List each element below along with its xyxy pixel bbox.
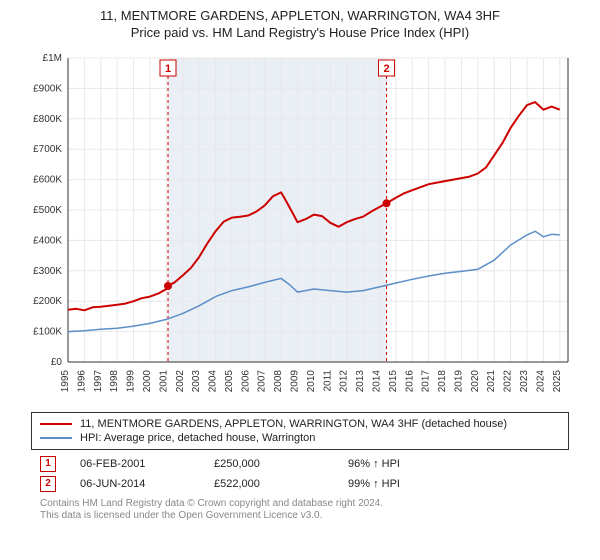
y-tick-label: £200K	[33, 296, 62, 307]
y-tick-label: £300K	[33, 266, 62, 277]
y-tick-label: £800K	[33, 114, 62, 125]
x-tick-label: 1995	[60, 369, 71, 392]
y-tick-label: £100K	[33, 326, 62, 337]
x-tick-label: 2003	[191, 369, 202, 392]
x-tick-label: 2013	[355, 369, 366, 392]
marker-dot	[383, 199, 391, 207]
marker-pct: 99% ↑ HPI	[348, 478, 458, 490]
x-tick-label: 2004	[208, 369, 219, 392]
x-tick-label: 2018	[437, 369, 448, 392]
x-tick-label: 2016	[404, 369, 415, 392]
x-tick-label: 2012	[339, 369, 350, 392]
x-tick-label: 2006	[240, 369, 251, 392]
marker-label: 2	[383, 63, 389, 75]
x-tick-label: 2000	[142, 369, 153, 392]
x-tick-label: 2017	[421, 369, 432, 392]
y-tick-label: £600K	[33, 174, 62, 185]
marker-index: 2	[40, 476, 56, 492]
x-tick-label: 2001	[158, 369, 169, 392]
marker-table: 1 06-FEB-2001 £250,000 96% ↑ HPI 2 06-JUN-201…	[40, 454, 560, 494]
x-tick-label: 2025	[552, 369, 563, 392]
x-tick-label: 2019	[453, 369, 464, 392]
legend-item: 11, MENTMORE GARDENS, APPLETON, WARRINGT…	[40, 417, 560, 431]
legend-label: HPI: Average price, detached house, Warr…	[80, 432, 315, 444]
x-tick-label: 2002	[175, 369, 186, 392]
x-tick-label: 1996	[76, 369, 87, 392]
y-tick-label: £400K	[33, 235, 62, 246]
x-tick-label: 2008	[273, 369, 284, 392]
legend: 11, MENTMORE GARDENS, APPLETON, WARRINGT…	[31, 412, 569, 450]
x-tick-label: 2014	[371, 369, 382, 392]
x-tick-label: 1997	[93, 369, 104, 392]
marker-price: £522,000	[214, 478, 324, 490]
x-tick-label: 2022	[503, 369, 514, 392]
x-tick-label: 2010	[306, 369, 317, 392]
marker-pct: 96% ↑ HPI	[348, 458, 458, 470]
title-line-1: 11, MENTMORE GARDENS, APPLETON, WARRINGT…	[18, 8, 582, 25]
footer-line-2: This data is licensed under the Open Gov…	[40, 510, 560, 523]
title-line-2: Price paid vs. HM Land Registry's House …	[18, 25, 582, 42]
y-tick-label: £900K	[33, 83, 62, 94]
marker-index: 1	[40, 456, 56, 472]
x-tick-label: 2021	[486, 369, 497, 392]
marker-date: 06-FEB-2001	[80, 458, 190, 470]
y-tick-label: £700K	[33, 144, 62, 155]
marker-date: 06-JUN-2014	[80, 478, 190, 490]
marker-label: 1	[165, 63, 171, 75]
footer-line-1: Contains HM Land Registry data © Crown c…	[40, 498, 560, 511]
y-tick-label: £0	[51, 357, 63, 368]
legend-label: 11, MENTMORE GARDENS, APPLETON, WARRINGT…	[80, 418, 507, 430]
x-tick-label: 2020	[470, 369, 481, 392]
x-tick-label: 2007	[257, 369, 268, 392]
y-tick-label: £500K	[33, 205, 62, 216]
x-tick-label: 2024	[535, 369, 546, 392]
x-tick-label: 2005	[224, 369, 235, 392]
legend-item: HPI: Average price, detached house, Warr…	[40, 431, 560, 445]
y-tick-label: £1M	[43, 53, 62, 64]
x-tick-label: 2009	[290, 369, 301, 392]
x-tick-label: 2023	[519, 369, 530, 392]
x-tick-label: 1999	[126, 369, 137, 392]
footer-notice: Contains HM Land Registry data © Crown c…	[40, 498, 560, 523]
legend-swatch	[40, 437, 72, 439]
marker-row: 2 06-JUN-2014 £522,000 99% ↑ HPI	[40, 474, 560, 494]
marker-price: £250,000	[214, 458, 324, 470]
marker-row: 1 06-FEB-2001 £250,000 96% ↑ HPI	[40, 454, 560, 474]
x-tick-label: 1998	[109, 369, 120, 392]
x-tick-label: 2011	[322, 369, 333, 391]
legend-swatch	[40, 423, 72, 425]
chart-title: 11, MENTMORE GARDENS, APPLETON, WARRINGT…	[18, 8, 582, 42]
marker-dot	[164, 282, 172, 290]
x-tick-label: 2015	[388, 369, 399, 392]
price-chart: £0 £100K £200K £300K £400K £500K £600K £700K £80…	[20, 46, 580, 406]
